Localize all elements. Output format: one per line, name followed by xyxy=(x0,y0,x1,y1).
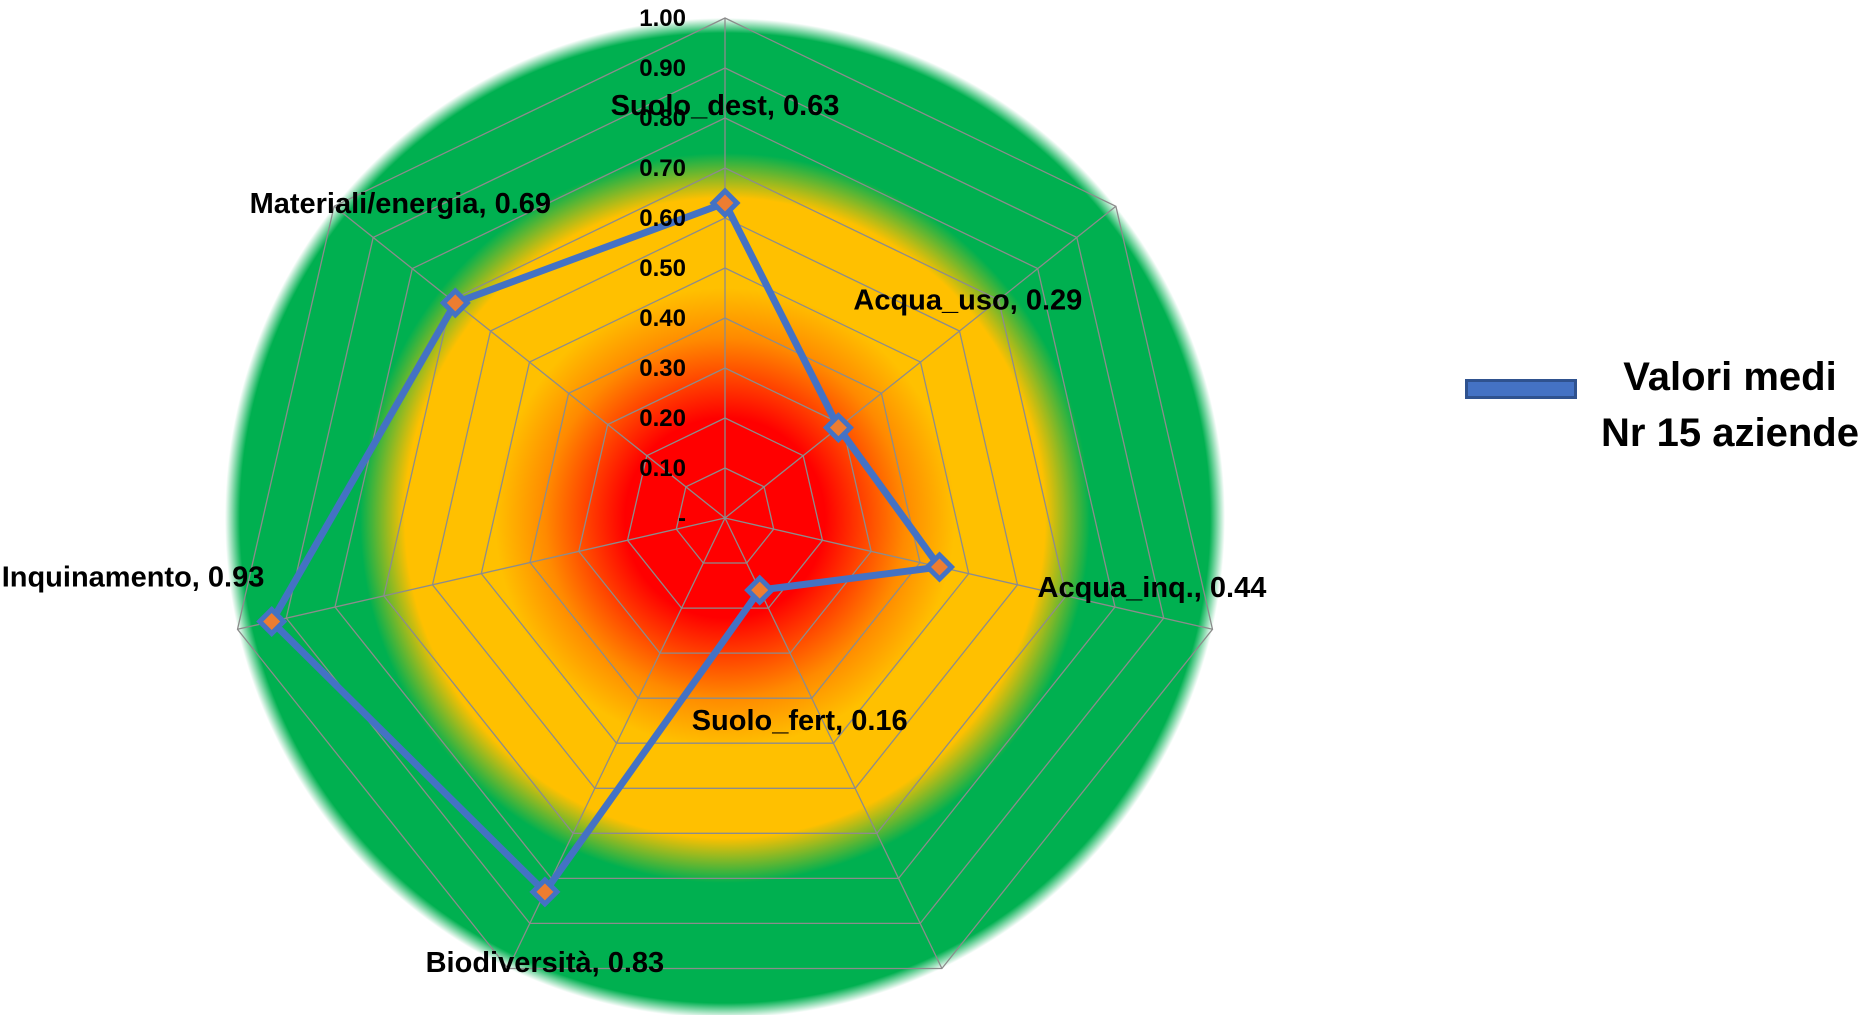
radial-tick-labels: - 0.10 0.20 0.30 0.40 0.50 0.60 0.70 0.80 0.90 1.0… xyxy=(639,5,686,532)
category-label: Suolo_fert, 0.16 xyxy=(692,705,908,737)
data-point xyxy=(923,551,956,583)
category-label: Inquinamento, 0.93 xyxy=(2,562,265,594)
grid-spoke xyxy=(237,517,726,630)
series-layer xyxy=(256,187,956,908)
tick-label: 0.60 xyxy=(639,205,686,232)
radar-grid xyxy=(236,17,1214,970)
tick-label: 0.90 xyxy=(639,55,686,82)
tick-label: 0.10 xyxy=(639,455,686,482)
series-line xyxy=(268,199,943,896)
legend-label-line2: Nr 15 aziende xyxy=(1601,411,1859,455)
grid-ring xyxy=(480,267,970,744)
data-point xyxy=(822,412,854,444)
grid-ring xyxy=(431,217,1019,789)
grid-spoke xyxy=(333,205,726,519)
tick-label: 0.20 xyxy=(639,405,686,432)
data-point xyxy=(529,876,561,908)
legend: Valori medi Nr 15 aziende xyxy=(1465,355,1865,475)
grid-ring xyxy=(383,167,1067,834)
data-point xyxy=(439,287,471,319)
category-label: Biodiversità, 0.83 xyxy=(426,947,665,979)
tick-label: 0.50 xyxy=(639,255,686,282)
grid-ring xyxy=(626,417,824,609)
grid-ring xyxy=(578,367,872,654)
legend-swatch xyxy=(1465,379,1577,399)
grid-ring xyxy=(675,467,775,564)
grid-spoke xyxy=(724,205,1117,519)
data-point xyxy=(709,187,741,219)
data-point xyxy=(744,574,776,606)
tick-label: 0.40 xyxy=(639,305,686,332)
grid-spoke xyxy=(724,517,1213,630)
tick-label: 0.70 xyxy=(639,155,686,182)
category-label: Acqua_uso, 0.29 xyxy=(853,285,1082,317)
grid-ring xyxy=(334,117,1116,880)
legend-label-line1: Valori medi xyxy=(1623,355,1837,399)
tick-label: 0.30 xyxy=(639,355,686,382)
grid-ring xyxy=(236,17,1214,970)
category-labels: Suolo_dest, 0.63 Acqua_uso, 0.29 Acqua_inq… xyxy=(2,90,1267,979)
category-label: Acqua_inq., 0.44 xyxy=(1038,572,1267,604)
tick-label: 0.80 xyxy=(639,105,686,132)
grid-ring xyxy=(529,317,921,699)
category-label: Suolo_dest, 0.63 xyxy=(611,90,840,122)
category-label: Materiali/energia, 0.69 xyxy=(250,188,551,220)
data-point xyxy=(256,605,288,638)
tick-label: - xyxy=(678,505,686,532)
grid-ring xyxy=(285,67,1165,925)
tick-label: 1.00 xyxy=(639,5,686,32)
